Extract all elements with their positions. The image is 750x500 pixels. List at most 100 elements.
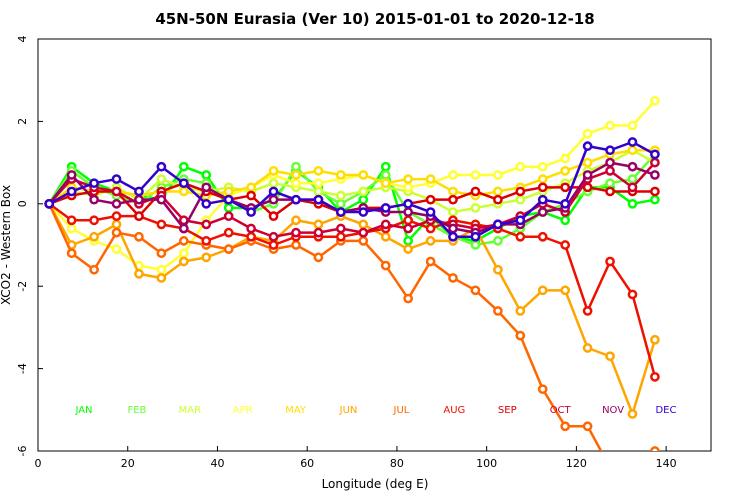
data-point	[313, 186, 324, 197]
data-point	[627, 137, 638, 147]
series-line	[48, 203, 657, 416]
data-point	[470, 186, 481, 197]
data-point	[178, 223, 189, 234]
data-point	[470, 203, 481, 213]
legend-jun: JUN	[339, 405, 358, 416]
data-point	[448, 207, 458, 217]
chart-title: 45N-50N Eurasia (Ver 10) 2015-01-01 to 2…	[155, 10, 594, 28]
data-point	[313, 219, 324, 230]
legend-aug: AUG	[443, 405, 465, 416]
data-point	[493, 219, 503, 230]
data-point	[336, 231, 346, 242]
data-point	[493, 264, 503, 275]
data-point	[336, 223, 346, 234]
y-axis-ticks: -6 -4 -2 0 2 4	[16, 36, 43, 456]
data-point	[493, 236, 503, 246]
data-point	[380, 170, 391, 180]
series-dec	[44, 137, 660, 242]
legend-dec: DEC	[655, 405, 676, 416]
data-point	[627, 409, 638, 419]
data-point	[268, 178, 279, 189]
x-tick-label: 120	[566, 457, 587, 470]
data-point	[313, 178, 324, 189]
x-tick-label: 60	[300, 457, 314, 470]
legend-mar: MAR	[179, 405, 201, 416]
legend-jul: JUL	[393, 405, 410, 416]
data-point	[560, 240, 571, 250]
data-point	[223, 194, 234, 205]
x-tick-label: 40	[210, 457, 224, 470]
x-tick-label: 100	[476, 457, 497, 470]
data-point	[291, 194, 301, 205]
data-point	[560, 165, 571, 176]
x-axis-ticks: 0 20 40 60 80 100 120 140	[35, 446, 677, 470]
data-point	[178, 178, 189, 189]
data-point	[403, 223, 413, 234]
data-point	[380, 219, 391, 230]
data-point	[537, 161, 548, 172]
data-point	[358, 227, 369, 238]
legend-feb: FEB	[127, 405, 146, 416]
data-point	[111, 244, 122, 254]
data-point	[650, 194, 660, 205]
data-point	[537, 231, 548, 242]
data-point	[223, 186, 234, 197]
data-point	[560, 285, 571, 296]
series-line	[48, 202, 657, 378]
data-point	[560, 182, 571, 193]
data-point	[380, 203, 391, 213]
data-point	[560, 153, 571, 164]
data-point	[448, 223, 458, 234]
data-point	[403, 198, 413, 209]
data-point	[582, 306, 593, 316]
data-point	[380, 231, 391, 242]
data-point	[111, 198, 122, 209]
y-tick-label: -4	[16, 363, 29, 374]
data-point	[201, 219, 212, 230]
data-point	[403, 244, 413, 254]
data-point	[425, 256, 436, 267]
data-point	[358, 236, 369, 246]
data-point	[201, 170, 212, 180]
data-point	[291, 240, 301, 250]
data-point	[156, 264, 167, 275]
data-point	[650, 157, 660, 168]
data-point	[89, 194, 99, 205]
data-point	[560, 198, 571, 209]
legend: JAN FEB MAR APR MAY JUN JUL AUG SEP OCT NOV DEC	[74, 405, 676, 416]
data-point	[627, 120, 638, 131]
data-point	[178, 236, 189, 246]
data-point	[268, 211, 279, 222]
data-point	[582, 421, 593, 432]
data-point	[178, 186, 189, 197]
data-point	[650, 446, 660, 451]
series-line	[48, 140, 656, 239]
data-point	[246, 231, 256, 242]
data-point	[470, 170, 481, 180]
data-point	[448, 273, 458, 283]
data-point	[493, 186, 503, 197]
data-point	[358, 207, 369, 217]
data-point	[313, 194, 324, 205]
data-point	[560, 421, 571, 432]
series-line	[48, 99, 656, 271]
data-point	[134, 194, 144, 205]
data-point	[134, 231, 144, 242]
data-point	[201, 252, 212, 263]
data-point	[537, 182, 548, 193]
y-tick-label: 2	[16, 118, 29, 125]
data-point	[268, 231, 279, 242]
data-point	[89, 215, 99, 226]
data-point	[291, 161, 301, 172]
data-point	[223, 211, 234, 222]
plot-frame	[37, 38, 712, 452]
data-point	[605, 165, 615, 176]
data-point	[111, 227, 122, 238]
data-point	[605, 186, 615, 197]
data-point	[403, 207, 413, 217]
data-point	[291, 170, 301, 180]
data-point	[403, 182, 413, 193]
data-point	[223, 244, 234, 254]
data-point	[403, 293, 413, 304]
